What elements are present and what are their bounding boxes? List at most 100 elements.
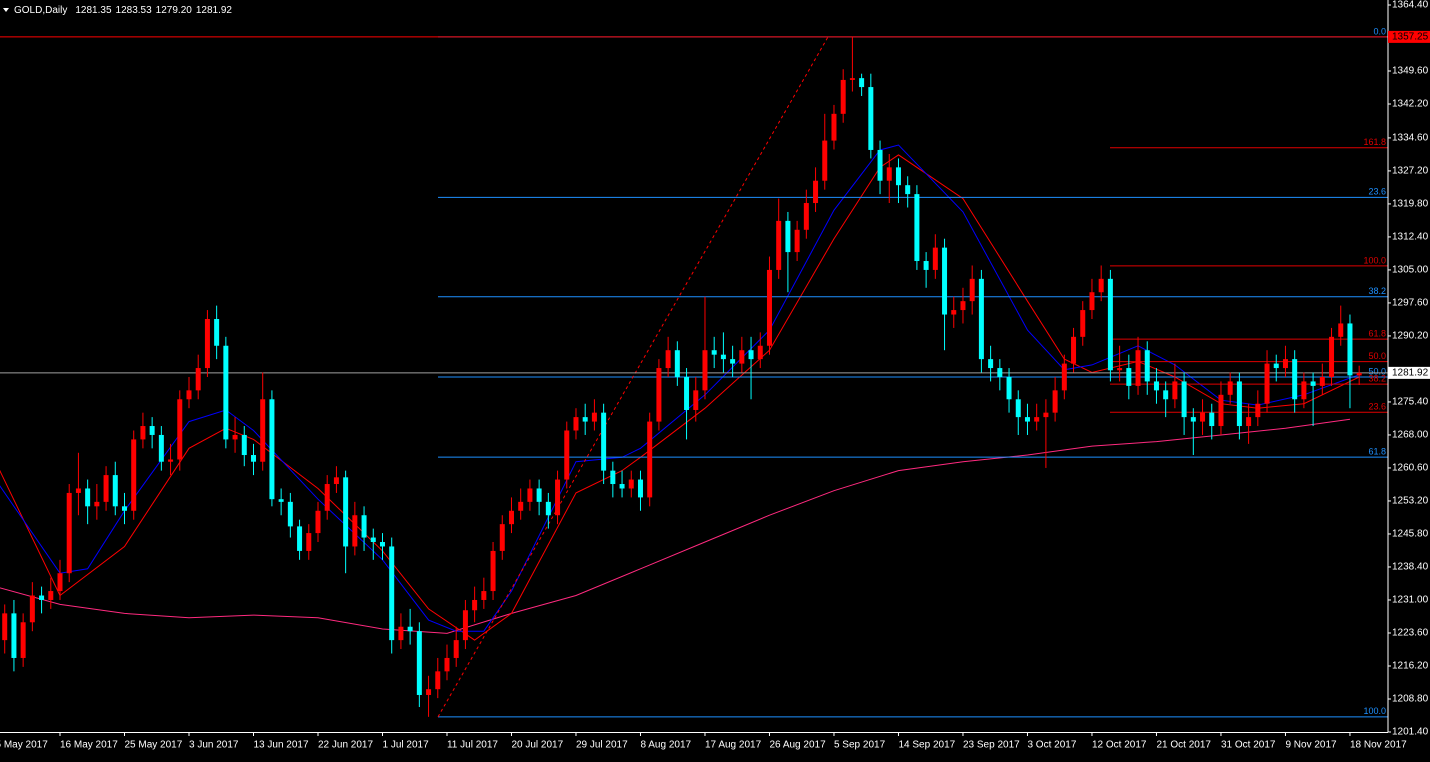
candle-body: [1006, 376, 1012, 400]
candle-body: [794, 229, 800, 253]
x-tick-label: 5 May 2017: [0, 740, 48, 751]
fibo-label: 50.0: [1368, 366, 1386, 376]
candle-body: [766, 269, 772, 346]
candle-body: [1329, 336, 1335, 377]
candle-body: [905, 185, 911, 195]
y-tick-label: 1290.20: [1392, 331, 1429, 342]
candle-body: [389, 546, 395, 641]
candle-body: [1264, 363, 1270, 404]
candle-body: [1172, 381, 1178, 400]
candle-body: [610, 470, 616, 485]
y-tick-label: 1253.20: [1392, 496, 1429, 507]
fibo-label: 61.8: [1368, 446, 1386, 456]
candle-body: [1347, 323, 1353, 376]
candle-body: [637, 479, 643, 498]
candle-body: [48, 591, 54, 600]
y-tick-label: 1275.40: [1392, 397, 1429, 408]
candle-body: [1310, 381, 1316, 386]
candle-body: [324, 484, 330, 511]
header-low: 1279.20: [156, 5, 193, 16]
candle-body: [195, 368, 201, 391]
candle-body: [1282, 359, 1288, 369]
candle-body: [739, 350, 745, 364]
candle-body: [287, 501, 293, 527]
candle-body: [997, 368, 1003, 377]
candle-body: [1107, 278, 1113, 371]
candle-body: [1246, 417, 1252, 427]
candle-body: [186, 390, 192, 400]
candle-body: [103, 475, 109, 502]
candle-body: [269, 399, 275, 500]
candle-body: [11, 613, 17, 658]
candle-body: [518, 501, 524, 511]
candle-body: [1015, 399, 1021, 418]
candle-body: [988, 359, 994, 369]
candle-body: [1034, 417, 1040, 422]
candle-body: [674, 350, 680, 377]
candle-body: [177, 399, 183, 460]
candle-body: [499, 524, 505, 551]
x-tick-label: 23 Sep 2017: [963, 740, 1020, 751]
x-tick-label: 17 Aug 2017: [705, 740, 762, 751]
candle-body: [684, 376, 690, 410]
candle-body: [545, 501, 551, 516]
candle-body: [131, 439, 137, 511]
candle-body: [619, 484, 625, 489]
candle-body: [647, 421, 653, 498]
candle-body: [665, 350, 671, 369]
x-tick-label: 14 Sep 2017: [898, 740, 955, 751]
candle-body: [932, 247, 938, 270]
candle-body: [1153, 381, 1159, 391]
candle-body: [158, 434, 164, 462]
symbol: GOLD,Daily: [14, 5, 67, 16]
fibo-label: 38.2: [1368, 373, 1386, 383]
x-tick-label: 1 Jul 2017: [382, 740, 429, 751]
price-box: [1388, 30, 1430, 43]
y-tick-label: 1297.60: [1392, 298, 1429, 309]
menu-icon[interactable]: [3, 8, 9, 12]
candle-body: [260, 399, 266, 462]
y-tick-label: 1319.80: [1392, 199, 1429, 210]
candle-body: [333, 477, 339, 485]
candle-body: [1319, 376, 1325, 386]
candle-body: [1209, 412, 1215, 427]
y-tick-label: 1342.20: [1392, 99, 1429, 110]
candle-body: [923, 261, 929, 270]
y-tick-label: 1238.40: [1392, 562, 1429, 573]
candle-body: [352, 515, 358, 547]
candle-body: [702, 350, 708, 391]
candle-body: [1227, 381, 1233, 395]
candle-body: [591, 412, 597, 422]
candle-body: [840, 79, 846, 114]
candle-body: [785, 220, 791, 253]
x-tick-label: 21 Oct 2017: [1156, 740, 1211, 751]
candle-body: [223, 345, 229, 440]
candle-body: [601, 412, 607, 471]
candle-body: [1255, 403, 1261, 418]
candle-body: [1200, 412, 1206, 422]
fibo-label: 38.2: [1368, 286, 1386, 296]
candle-body: [1024, 417, 1030, 422]
candle-body: [306, 533, 312, 551]
x-tick-label: 11 Jul 2017: [447, 740, 498, 751]
candle-body: [895, 167, 901, 186]
candle-body: [1098, 278, 1104, 293]
candle-body: [66, 492, 72, 574]
candle-body: [168, 459, 174, 462]
candle-body: [361, 515, 367, 538]
candle-body: [94, 501, 100, 507]
x-tick-label: 22 Jun 2017: [318, 740, 373, 751]
candle-body: [886, 167, 892, 181]
x-tick-label: 5 Sep 2017: [834, 740, 886, 751]
candle-body: [398, 626, 404, 641]
candle-body: [1071, 336, 1077, 364]
x-tick-label: 20 Jul 2017: [511, 740, 563, 751]
fibo-label: 23.6: [1368, 402, 1386, 412]
candle-body: [951, 310, 957, 315]
candle-body: [527, 488, 533, 502]
candle-body: [278, 499, 284, 502]
fibo-label: 100.0: [1363, 706, 1386, 716]
candle-body: [1190, 417, 1196, 422]
